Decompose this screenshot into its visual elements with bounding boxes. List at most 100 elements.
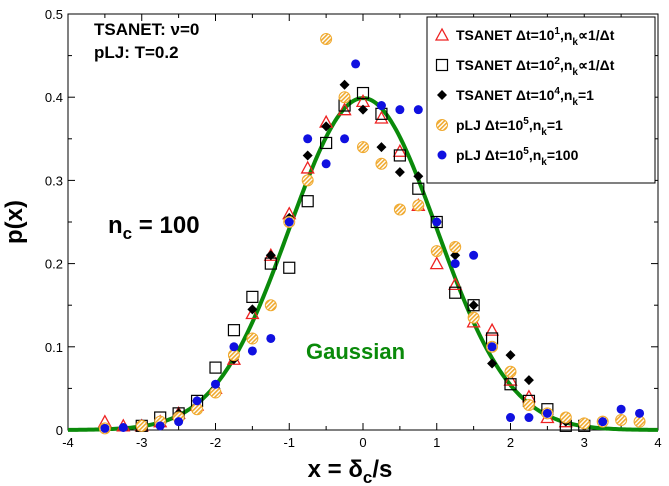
- legend-label-part: k: [572, 97, 578, 108]
- y-tick-label: 0.4: [45, 90, 63, 105]
- data-point-circle-hatched: [357, 141, 369, 154]
- legend-label-part: 5: [523, 146, 529, 157]
- y-tick-label: 0.2: [45, 257, 63, 272]
- data-point-circle-filled: [506, 413, 515, 423]
- data-point-circle-filled: [413, 105, 423, 115]
- data-point-circle-hatched: [504, 365, 517, 378]
- data-point-circle-filled: [542, 408, 552, 418]
- data-point-square-open: [209, 361, 222, 374]
- nc-sub: c: [123, 224, 132, 243]
- data-point-diamond-filled: [247, 304, 258, 315]
- axis-ticks: -4 -3 -2 -1 0 1 2 3 4 0 0.1 0.2 0.3 0.4 0.5: [45, 7, 662, 450]
- x-tick-label: 0: [359, 435, 366, 450]
- legend-label-part: k: [541, 157, 547, 168]
- legend-label-part: =1: [547, 117, 563, 133]
- x-axis-title-prefix: x = δ: [308, 456, 363, 483]
- data-point-circle-filled: [284, 217, 294, 227]
- data-point-triangle-open: [300, 160, 315, 174]
- data-point-circle-filled: [450, 259, 460, 269]
- legend-item: TSANET Δt=102,nk∝1/Δt: [435, 56, 615, 78]
- series-circle-filled: [100, 59, 645, 433]
- data-point-circle-hatched: [522, 399, 535, 412]
- data-point-circle-hatched: [338, 91, 351, 104]
- nc-annotation: nc = 100: [108, 212, 200, 243]
- nc-main: n: [108, 212, 123, 239]
- data-point-circle-hatched: [412, 199, 425, 212]
- legend-label-part: TSANET Δt=10: [456, 27, 555, 43]
- legend-label: TSANET Δt=102,nk∝1/Δt: [456, 56, 615, 78]
- x-tick-label: 4: [654, 435, 661, 450]
- series-square-open: [135, 86, 591, 432]
- data-point-circle-hatched: [375, 157, 388, 170]
- legend-label: pLJ Δt=105,nk=1: [456, 116, 563, 138]
- annotation-line-2: pLJ: T=0.2: [94, 43, 179, 62]
- x-axis-title-suffix: /s: [372, 456, 392, 483]
- legend-label-part: ,n: [529, 147, 541, 163]
- y-tick-label: 0.3: [45, 173, 63, 188]
- x-tick-label: 2: [507, 435, 514, 450]
- nc-rest: = 100: [132, 212, 199, 239]
- data-point-diamond-filled: [523, 375, 534, 386]
- legend-label-part: ,n: [560, 87, 572, 103]
- data-point-circle-hatched: [430, 245, 443, 258]
- legend-label-part: 2: [554, 56, 560, 67]
- data-point-square-open: [412, 182, 425, 195]
- data-point-diamond-filled: [450, 250, 461, 261]
- data-point-circle-filled: [351, 59, 361, 69]
- data-point-square-open: [320, 136, 333, 150]
- legend-label-part: TSANET Δt=10: [456, 57, 555, 73]
- data-point-circle-filled: [432, 217, 442, 227]
- data-point-square-open: [504, 378, 517, 391]
- legend-marker-circle-filled: [437, 150, 447, 160]
- legend-item: pLJ Δt=105,nk=100: [437, 146, 579, 168]
- data-points: [97, 32, 646, 435]
- legend-box: [426, 16, 656, 184]
- data-point-diamond-filled: [321, 121, 332, 132]
- legend-label-part: =100: [547, 147, 579, 163]
- data-point-circle-filled: [100, 423, 110, 433]
- legend-label-part: k: [541, 127, 547, 138]
- data-point-circle-hatched: [449, 240, 462, 253]
- data-point-diamond-filled: [505, 350, 516, 361]
- legend-label-part: ,n: [560, 27, 572, 43]
- data-point-diamond-filled: [302, 150, 313, 161]
- data-point-triangle-open: [374, 110, 389, 124]
- data-point-diamond-filled: [413, 171, 424, 182]
- x-tick-label: -3: [136, 435, 148, 450]
- data-point-circle-hatched: [320, 32, 333, 45]
- data-point-circle-hatched: [559, 411, 572, 424]
- data-point-square-open: [246, 290, 259, 303]
- data-point-circle-hatched: [135, 419, 148, 432]
- data-point-diamond-filled: [394, 167, 405, 178]
- data-point-square-open: [393, 149, 406, 162]
- data-point-diamond-filled: [265, 250, 276, 261]
- data-point-circle-filled: [229, 342, 239, 352]
- data-point-circle-filled: [487, 342, 497, 352]
- data-point-triangle-open: [392, 143, 407, 157]
- data-point-square-open: [467, 299, 480, 312]
- legend-marker-triangle-open: [434, 27, 450, 41]
- data-point-square-open: [356, 86, 370, 100]
- data-point-circle-filled: [211, 379, 220, 389]
- data-point-triangle-open: [337, 102, 352, 116]
- data-point-diamond-filled: [376, 142, 387, 153]
- x-axis-title: x = δc/s: [308, 456, 393, 486]
- legend-label-part: ∝1/Δt: [578, 27, 615, 43]
- legend-label-part: ∝1/Δt: [578, 57, 615, 73]
- x-tick-label: -4: [62, 435, 74, 450]
- legend-label-part: pLJ Δt=10: [456, 147, 523, 163]
- y-axis-title: p(x): [1, 200, 28, 244]
- legend-marker-square-open: [435, 58, 449, 72]
- data-point-circle-hatched: [301, 174, 314, 187]
- legend-label-part: TSANET Δt=10: [456, 87, 555, 103]
- legend-label-part: pLJ Δt=10: [456, 117, 523, 133]
- data-point-circle-hatched: [578, 417, 591, 430]
- legend-label-part: 5: [523, 116, 529, 127]
- data-point-circle-filled: [174, 417, 184, 427]
- data-point-square-open: [449, 286, 462, 299]
- legend-marker-diamond-filled: [437, 90, 447, 100]
- data-point-circle-hatched: [246, 332, 259, 345]
- data-point-circle-filled: [598, 417, 608, 427]
- data-point-circle-hatched: [264, 299, 277, 312]
